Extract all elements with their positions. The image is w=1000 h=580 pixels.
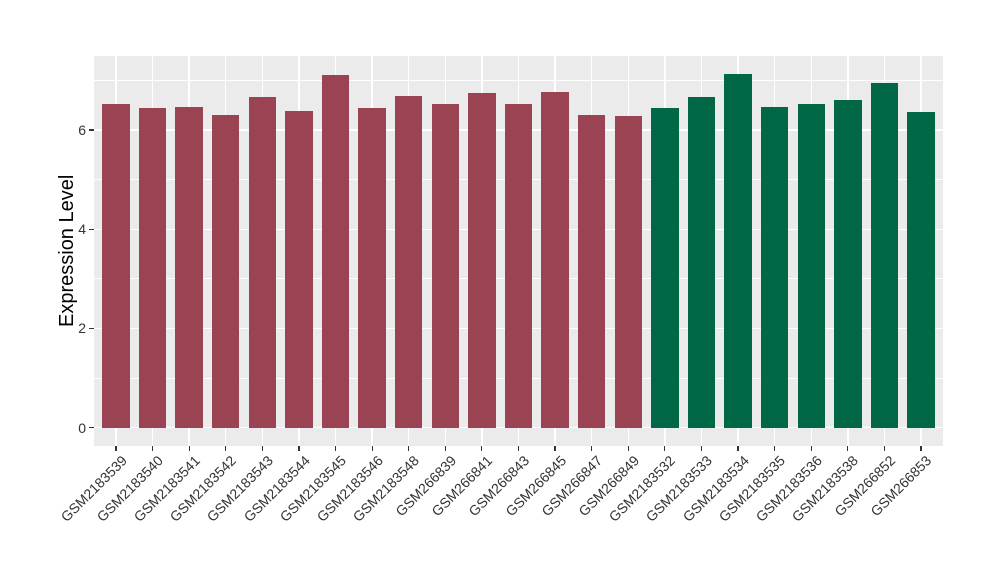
y-tick-label: 2 (78, 320, 86, 337)
bar-GSM2183548 (394, 96, 423, 428)
bar-GSM266852 (870, 83, 899, 428)
bar-GSM2183536 (797, 104, 825, 428)
x-tick-mark (444, 446, 446, 451)
bar-GSM2183534 (724, 73, 752, 428)
y-tick-label: 0 (78, 419, 86, 436)
x-tick-mark (517, 446, 520, 451)
x-tick-mark (334, 446, 337, 451)
y-tick-mark (89, 327, 94, 330)
y-tick-label: 6 (78, 122, 86, 139)
bar-GSM2183545 (321, 74, 350, 428)
x-tick-mark (371, 446, 373, 451)
x-tick-mark (408, 446, 410, 451)
x-tick-mark (115, 446, 117, 451)
bar-GSM266839 (431, 103, 460, 428)
x-tick-mark (847, 446, 849, 451)
x-tick-mark (298, 446, 300, 451)
bar-GSM2183540 (138, 108, 167, 428)
bar-GSM2183544 (285, 111, 313, 428)
y-axis-title: Expression Level (56, 174, 78, 327)
x-tick-mark (481, 446, 483, 451)
x-tick-mark (151, 446, 154, 451)
y-tick-mark (89, 228, 94, 230)
bar-GSM266849 (614, 116, 642, 428)
x-tick-mark (810, 446, 812, 451)
x-tick-mark (554, 446, 556, 451)
bar-GSM2183546 (358, 108, 386, 428)
bar-GSM266841 (468, 92, 496, 428)
bar-GSM266847 (577, 115, 606, 428)
bar-GSM2183532 (651, 108, 679, 428)
bar-GSM2183533 (687, 96, 716, 428)
x-tick-mark (920, 446, 922, 451)
bar-GSM2183541 (175, 107, 203, 428)
bar-GSM2183542 (212, 115, 240, 428)
x-tick-mark (261, 446, 263, 451)
bar-GSM2183543 (248, 97, 277, 428)
x-tick-mark (883, 446, 886, 451)
x-tick-mark (591, 446, 593, 451)
x-tick-mark (225, 446, 227, 451)
plot-panel (94, 56, 943, 446)
bar-GSM266845 (541, 91, 569, 428)
x-tick-mark (664, 446, 666, 451)
y-tick-mark (89, 427, 94, 429)
x-tick-mark (188, 446, 190, 451)
bar-GSM2183538 (834, 100, 862, 428)
x-axis-labels: GSM2183539 GSM2183540 GSM2183541 GSM2183542… (57, 452, 943, 573)
bar-GSM2183539 (102, 104, 130, 428)
x-tick-mark (737, 446, 739, 451)
x-tick-mark (700, 446, 703, 451)
y-tick-label: 4 (78, 221, 86, 238)
bar-GSM2183535 (760, 107, 789, 428)
bar-GSM266853 (907, 112, 935, 428)
x-tick-mark (627, 446, 629, 451)
y-tick-mark (89, 129, 94, 131)
x-tick-mark (774, 446, 776, 451)
bar-GSM266843 (504, 104, 533, 428)
